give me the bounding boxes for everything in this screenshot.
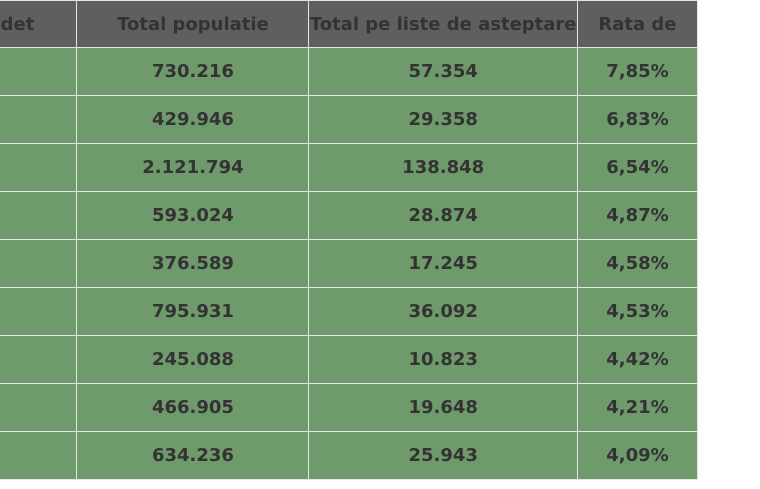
cell-rata: 4,58% <box>576 239 699 288</box>
cell-judet <box>0 431 78 480</box>
cell-total-populatie: 730.216 <box>76 47 310 96</box>
table-row: 730.216 57.354 7,85% <box>0 47 699 96</box>
cell-judet <box>0 143 78 192</box>
table-row: 593.024 28.874 4,87% <box>0 191 699 240</box>
cell-rata: 6,83% <box>576 95 699 144</box>
cell-total-populatie: 245.088 <box>76 335 310 384</box>
cell-total-populatie: 466.905 <box>76 383 310 432</box>
cell-judet <box>0 287 78 336</box>
header-judet[interactable]: Judet <box>0 0 78 48</box>
table-row: 795.931 36.092 4,53% <box>0 287 699 336</box>
cell-total-liste: 17.245 <box>308 239 578 288</box>
table-row: 2.121.794 138.848 6,54% <box>0 143 699 192</box>
cell-total-liste: 138.848 <box>308 143 578 192</box>
table-row: 245.088 10.823 4,42% <box>0 335 699 384</box>
table-header-row: Judet Total populatie Total pe liste de … <box>0 0 699 48</box>
cell-rata: 4,21% <box>576 383 699 432</box>
cell-total-liste: 10.823 <box>308 335 578 384</box>
cell-total-liste: 57.354 <box>308 47 578 96</box>
cell-rata: 6,54% <box>576 143 699 192</box>
header-total-populatie[interactable]: Total populatie <box>76 0 310 48</box>
cell-rata: 4,87% <box>576 191 699 240</box>
cell-total-liste: 19.648 <box>308 383 578 432</box>
waiting-list-table: Judet Total populatie Total pe liste de … <box>0 0 699 480</box>
table-row: 429.946 29.358 6,83% <box>0 95 699 144</box>
header-total-liste[interactable]: Total pe liste de asteptare <box>308 0 578 48</box>
cell-judet <box>0 95 78 144</box>
cell-total-populatie: 376.589 <box>76 239 310 288</box>
cell-judet <box>0 191 78 240</box>
cell-total-populatie: 593.024 <box>76 191 310 240</box>
table-row: 376.589 17.245 4,58% <box>0 239 699 288</box>
cell-total-liste: 28.874 <box>308 191 578 240</box>
cell-judet <box>0 239 78 288</box>
table-row: 634.236 25.943 4,09% <box>0 431 699 480</box>
cell-total-populatie: 2.121.794 <box>76 143 310 192</box>
table-row: 466.905 19.648 4,21% <box>0 383 699 432</box>
cell-total-populatie: 429.946 <box>76 95 310 144</box>
cell-rata: 4,09% <box>576 431 699 480</box>
cell-total-liste: 29.358 <box>308 95 578 144</box>
cell-rata: 4,42% <box>576 335 699 384</box>
header-rata[interactable]: Rata de <box>576 0 699 48</box>
cell-total-liste: 25.943 <box>308 431 578 480</box>
cell-total-liste: 36.092 <box>308 287 578 336</box>
cell-judet <box>0 335 78 384</box>
cell-total-populatie: 634.236 <box>76 431 310 480</box>
cell-rata: 4,53% <box>576 287 699 336</box>
cell-total-populatie: 795.931 <box>76 287 310 336</box>
cell-judet <box>0 383 78 432</box>
cell-judet <box>0 47 78 96</box>
cell-rata: 7,85% <box>576 47 699 96</box>
